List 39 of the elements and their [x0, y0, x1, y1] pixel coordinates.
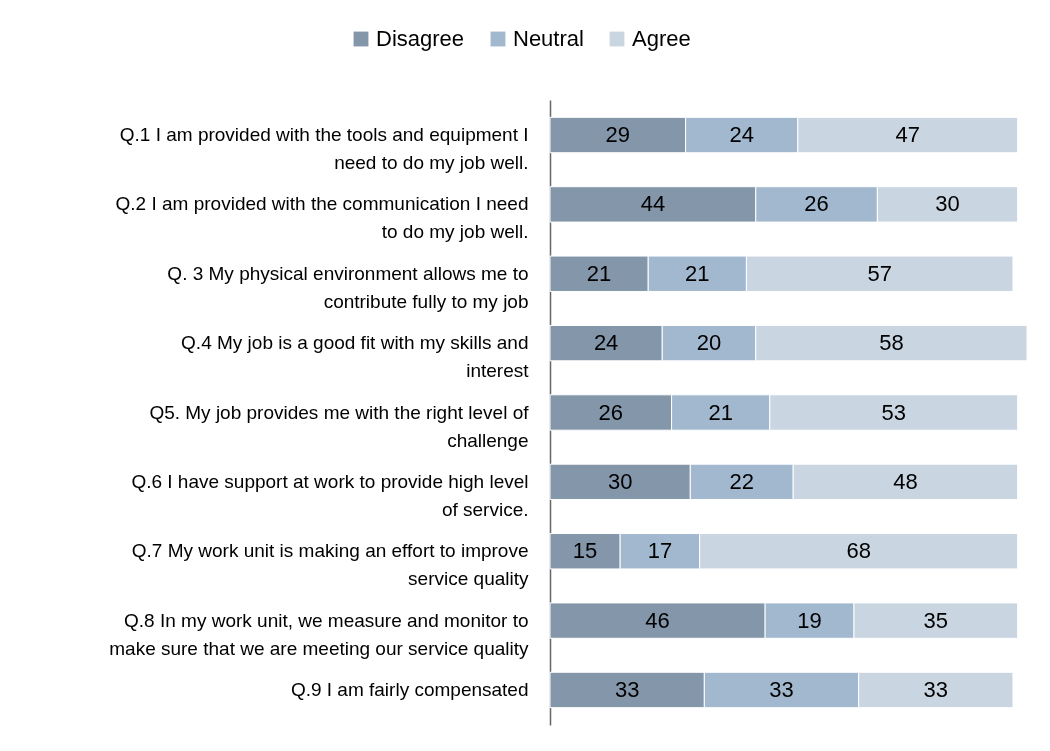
data-label: 30 — [607, 468, 633, 494]
data-label: 24 — [593, 330, 619, 356]
y-tick-label: Q.1 I am provided with the tools and equipment I need to do my job well. — [119, 124, 529, 174]
data-label: 29 — [605, 122, 631, 148]
data-label: 26 — [804, 191, 829, 217]
data-label: 21 — [586, 260, 612, 286]
data-label: 21 — [708, 399, 733, 425]
data-label: 68 — [846, 538, 871, 564]
y-tick-label: Q.2 I am provided with the communication I need to do my job well. — [115, 193, 529, 243]
data-label: 17 — [647, 538, 673, 564]
data-label: 57 — [867, 260, 892, 286]
data-label: 33 — [614, 676, 640, 702]
data-label: 48 — [893, 468, 918, 494]
legend-label: Agree — [632, 26, 691, 51]
data-label: 33 — [923, 676, 949, 702]
y-tick-label: Q.8 In my work unit, we measure and monitor to make sure that we are meeting our service quality — [109, 609, 529, 659]
data-label: 30 — [935, 191, 960, 217]
data-label: 47 — [895, 122, 920, 148]
data-label: 20 — [696, 330, 722, 356]
data-label: 19 — [797, 607, 822, 633]
legend-label: Disagree — [376, 26, 465, 51]
y-tick-label: Q5. My job provides me with the right level of challenge — [149, 401, 530, 451]
data-label: 24 — [729, 122, 754, 148]
y-tick-label: Q. 3 My physical environment allows me to contribute fully to my job — [167, 262, 529, 312]
data-label: 26 — [598, 399, 624, 425]
data-label: 46 — [645, 607, 670, 633]
data-label: 33 — [769, 676, 794, 702]
y-tick-label: Q.7 My work unit is making an effort to improve service quality — [131, 540, 529, 590]
data-label: 53 — [881, 399, 906, 425]
data-label: 15 — [572, 538, 598, 564]
y-tick-label: Q.4 My job is a good fit with my skills and interest — [181, 332, 530, 382]
data-label: 58 — [879, 330, 904, 356]
data-label: 21 — [685, 260, 710, 286]
legend-label: Neutral — [513, 26, 584, 51]
y-tick-label: Q.9 I am fairly compensated — [290, 678, 529, 700]
data-label: 22 — [729, 468, 754, 494]
data-label: 44 — [640, 191, 666, 217]
y-tick-label: Q.6 I have support at work to provide high level of service. — [131, 470, 529, 520]
data-label: 35 — [923, 607, 949, 633]
